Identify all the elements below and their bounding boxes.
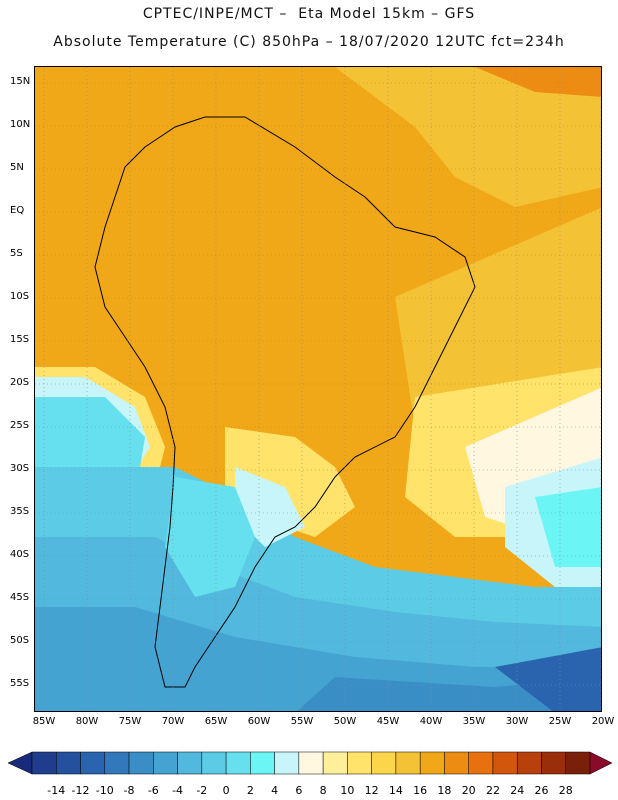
warm-spot-ne (475, 67, 601, 97)
longitude-label: 45W (376, 716, 400, 727)
colorbar-swatch (444, 751, 469, 775)
longitude-label: 25W (548, 716, 572, 727)
colorbar-swatch (31, 751, 57, 775)
latitude-label: 20S (10, 377, 30, 388)
longitude-label: 70W (161, 716, 185, 727)
colorbar-swatch (80, 751, 106, 775)
atlantic-cyan (535, 487, 601, 567)
map-title-line1: CPTEC/INPE/MCT – Eta Model 15km – GFS (142, 6, 476, 22)
longitude-label: 40W (419, 716, 443, 727)
colorbar-tick-label: 8 (319, 784, 327, 797)
colorbar-tick-label: 28 (558, 784, 573, 797)
latitude-label: 30S (10, 463, 30, 474)
longitude-label: 30W (505, 716, 529, 727)
colorbar-tick-label: 18 (437, 784, 452, 797)
longitude-label: 65W (204, 716, 228, 727)
colorbar-swatch (153, 751, 178, 775)
latitude-label: 35S (10, 506, 30, 517)
longitude-label: 35W (462, 716, 486, 727)
colorbar-swatch (492, 751, 518, 775)
andes-cool-2 (165, 477, 255, 597)
latitude-label: 15S (10, 334, 30, 345)
colorbar-tick-label: 24 (510, 784, 525, 797)
colorbar-swatch (516, 751, 542, 775)
colorbar-high-arrow (589, 751, 613, 775)
latitude-label: 5N (10, 162, 24, 173)
colorbar-tick-label: -6 (147, 784, 159, 797)
latitude-label: EQ (10, 205, 25, 216)
colorbar-tick-label: -14 (47, 784, 66, 797)
longitude-label: 55W (290, 716, 314, 727)
colorbar-tick-label: -12 (71, 784, 90, 797)
latitude-label: 55S (10, 678, 30, 689)
latitude-label: 50S (10, 635, 30, 646)
temperature-map (34, 66, 602, 712)
colorbar-swatch (56, 751, 81, 775)
colorbar-swatch (250, 751, 275, 775)
colorbar-swatch (225, 751, 251, 775)
colorbar-tick-label: -2 (196, 784, 208, 797)
latitude-label: 45S (10, 592, 30, 603)
colorbar-swatch (419, 751, 445, 775)
map-title-line2: Absolute Temperature (C) 850hPa – 18/07/… (53, 34, 565, 50)
latitude-label: 25S (10, 420, 30, 431)
colorbar-swatch (104, 751, 130, 775)
colorbar-swatch (274, 751, 300, 775)
colorbar-tick-label: -4 (172, 784, 184, 797)
andes-cool-1 (235, 467, 305, 547)
graticule (35, 67, 601, 711)
longitude-label: 50W (333, 716, 357, 727)
latitude-label: 40S (10, 549, 30, 560)
longitude-label: 80W (75, 716, 99, 727)
colorbar-tick-label: 20 (461, 784, 476, 797)
colorbar-swatch (395, 751, 421, 775)
colorbar-tick-label: 10 (340, 784, 355, 797)
colorbar-swatch (177, 751, 203, 775)
colorbar-swatch (128, 751, 154, 775)
colorbar-tick-label: -10 (95, 784, 114, 797)
latitude-label: 5S (10, 248, 23, 259)
longitude-label: 60W (247, 716, 271, 727)
colorbar-swatch (298, 751, 324, 775)
temperature-field (35, 67, 601, 711)
colorbar-tick-label: 14 (388, 784, 403, 797)
colorbar-swatch (371, 751, 397, 775)
colorbar-tick-label: -8 (123, 784, 135, 797)
colorbar-low-arrow (7, 751, 33, 775)
colorbar-tick-label: 22 (485, 784, 500, 797)
atlantic-north-band (335, 67, 601, 207)
latitude-label: 15N (10, 76, 31, 87)
colorbar-tick-label: 0 (222, 784, 230, 797)
colorbar (7, 751, 613, 775)
colorbar-tick-label: 26 (534, 784, 549, 797)
colorbar-tick-label: 2 (246, 784, 254, 797)
south-america-outline (94, 116, 476, 688)
colorbar-tick-label: 6 (295, 784, 303, 797)
colorbar-swatch (565, 751, 591, 775)
colorbar-swatch (201, 751, 227, 775)
colorbar-tick-label: 16 (413, 784, 428, 797)
colorbar-swatch (541, 751, 566, 775)
colorbar-swatch (347, 751, 372, 775)
longitude-label: 85W (32, 716, 56, 727)
southern-cold-5 (495, 647, 601, 711)
longitude-label: 75W (118, 716, 142, 727)
colorbar-swatch (468, 751, 494, 775)
latitude-label: 10N (10, 119, 31, 130)
colorbar-tick-label: 4 (271, 784, 279, 797)
colorbar-swatch (322, 751, 348, 775)
latitude-label: 10S (10, 291, 30, 302)
longitude-label: 20W (591, 716, 615, 727)
colorbar-tick-label: 12 (364, 784, 379, 797)
